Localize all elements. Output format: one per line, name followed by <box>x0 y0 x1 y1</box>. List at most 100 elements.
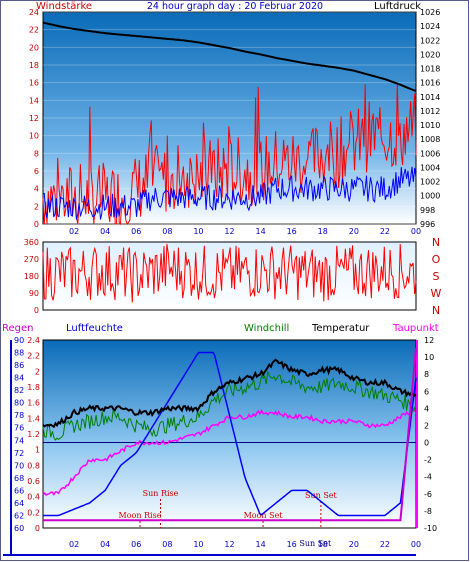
pressure-tick-label: 1014 <box>420 93 440 102</box>
humidity-tick-label: 68 <box>14 474 24 483</box>
humidity-line <box>43 351 417 517</box>
pressure-tick-label: 1022 <box>420 36 440 45</box>
pressure-tick-label: 1016 <box>420 79 440 88</box>
wind-tick-label: 22 <box>29 26 39 35</box>
humidity-tick-label: 80 <box>14 399 24 408</box>
direction-tick-label: 180 <box>24 272 39 281</box>
pressure-tick-label: 1006 <box>420 149 440 158</box>
legend-regen: Regen <box>2 323 34 334</box>
hour-tick-label: 02 <box>69 540 79 549</box>
astronomy-label: Sun Set <box>305 491 338 500</box>
rain-tick-label: 0 <box>35 524 40 533</box>
temperature-tick-label: -8 <box>424 507 432 516</box>
pressure-tick-label: 1020 <box>420 50 440 59</box>
rain-tick-label: 0.2 <box>27 508 40 517</box>
hour-tick-label: 00 <box>411 540 421 549</box>
pressure-tick-label: 1012 <box>420 107 440 116</box>
pressure-tick-label: 1018 <box>420 65 440 74</box>
hour-tick-label: 16 <box>287 227 297 236</box>
humidity-tick-label: 62 <box>14 511 24 520</box>
legend-taupunkt: Taupunkt <box>392 323 439 334</box>
rain-tick-label: 1.8 <box>27 383 40 392</box>
hour-tick-label: 18 <box>318 540 328 549</box>
humidity-tick-label: 66 <box>14 486 24 495</box>
hour-tick-label: 12 <box>224 540 234 549</box>
temperature-tick-label: -4 <box>424 473 432 482</box>
hour-tick-label: 10 <box>193 540 203 549</box>
rain-tick-label: 2.2 <box>27 352 40 361</box>
temperature-tick-label: 0 <box>424 439 429 448</box>
temperature-plot-area <box>42 339 417 529</box>
rain-tick-label: 1.6 <box>27 399 40 408</box>
temperature-tick-label: 8 <box>424 370 429 379</box>
humidity-tick-label: 72 <box>14 449 24 458</box>
wind-tick-label: 16 <box>29 79 39 88</box>
humidity-tick-label: 60 <box>14 524 24 533</box>
hour-tick-label: 18 <box>318 227 328 236</box>
pressure-tick-label: 1002 <box>420 178 440 187</box>
wind-tick-label: 4 <box>34 185 39 194</box>
rain-tick-label: 0.6 <box>27 477 40 486</box>
temperature-tick-label: 6 <box>424 387 429 396</box>
compass-label: N <box>432 304 440 317</box>
wind-tick-label: 2 <box>34 202 39 211</box>
humidity-tick-label: 64 <box>14 499 24 508</box>
hour-tick-label: 22 <box>380 540 390 549</box>
hour-tick-label: 04 <box>100 540 110 549</box>
rain-tick-label: 1.4 <box>27 414 40 423</box>
hour-tick-label: 08 <box>162 227 172 236</box>
temperature-tick-label: -10 <box>424 524 437 533</box>
rain-tick-label: 1 <box>35 446 40 455</box>
hour-tick-label: 20 <box>349 540 359 549</box>
pressure-tick-label: 1024 <box>420 22 440 31</box>
humidity-tick-label: 78 <box>14 411 24 420</box>
humidity-tick-label: 86 <box>14 361 24 370</box>
hour-tick-label: 06 <box>131 540 141 549</box>
legend-luftfeuchte: Luftfeuchte <box>66 323 123 334</box>
wind-tick-label: 24 <box>29 8 39 17</box>
hour-tick-label: 02 <box>69 227 79 236</box>
wind-tick-label: 0 <box>34 220 39 229</box>
pressure-tick-label: 996 <box>420 220 435 229</box>
rain-tick-label: 0.8 <box>27 461 40 470</box>
wind-tick-label: 20 <box>29 43 39 52</box>
temperature-line <box>42 358 417 429</box>
astronomy-label: Moon Rise <box>119 511 162 520</box>
humidity-tick-label: 82 <box>14 386 24 395</box>
humidity-tick-label: 90 <box>14 336 24 345</box>
temperature-tick-label: 10 <box>424 353 434 362</box>
rain-tick-label: 2 <box>35 367 40 376</box>
wind-average-line <box>42 166 417 220</box>
pressure-tick-label: 1004 <box>420 163 440 172</box>
wind-tick-label: 6 <box>34 167 39 176</box>
hour-tick-label: 08 <box>162 540 172 549</box>
legend-windchill: Windchill <box>244 323 289 334</box>
rain-tick-label: 1.2 <box>27 430 40 439</box>
wind-tick-label: 14 <box>29 96 39 105</box>
wind-tick-label: 8 <box>34 149 39 158</box>
pressure-tick-label: 1008 <box>420 135 440 144</box>
temperature-tick-label: 12 <box>424 336 434 345</box>
pressure-tick-label: 998 <box>420 206 435 215</box>
pressure-tick-label: 1000 <box>420 192 440 201</box>
hour-tick-label: 16 <box>287 540 297 549</box>
hour-tick-label: 04 <box>100 227 110 236</box>
hour-tick-label: 14 <box>255 540 265 549</box>
pressure-tick-label: 1026 <box>420 8 440 17</box>
astronomy-label: Moon Set <box>244 511 284 520</box>
wind-tick-label: 18 <box>29 61 39 70</box>
wind-gust-line <box>42 83 417 226</box>
humidity-tick-label: 70 <box>14 461 24 470</box>
direction-tick-label: 270 <box>24 255 39 264</box>
temperature-tick-label: -2 <box>424 456 432 465</box>
direction-tick-label: 0 <box>34 306 39 315</box>
wind-tick-label: 12 <box>29 114 39 123</box>
rain-tick-label: 0.4 <box>27 493 40 502</box>
humidity-tick-label: 84 <box>14 374 24 383</box>
hour-tick-label: 14 <box>255 227 265 236</box>
humidity-tick-label: 88 <box>14 349 24 358</box>
humidity-tick-label: 74 <box>14 436 24 445</box>
compass-label: O <box>432 253 441 266</box>
